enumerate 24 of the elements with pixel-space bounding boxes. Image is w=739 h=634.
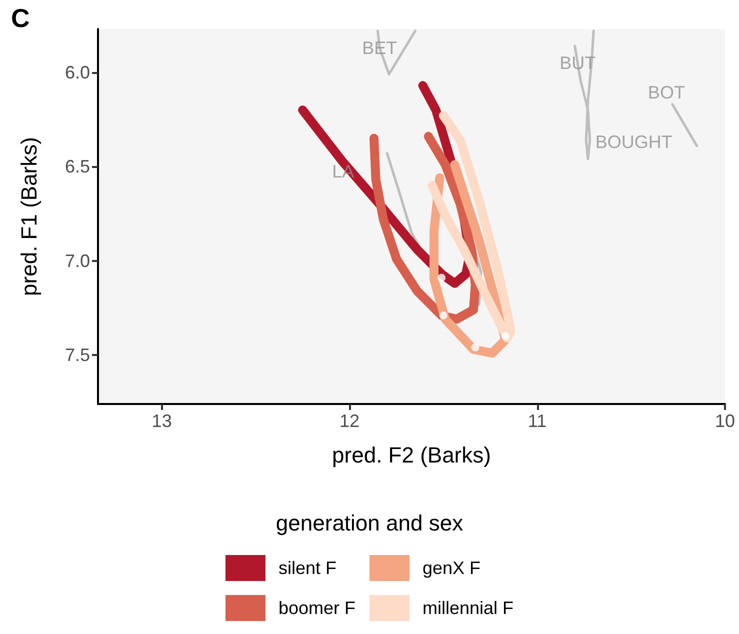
y-axis-title: pred. F1 (Barks) — [16, 137, 42, 296]
y-tick-label: 6.0 — [64, 62, 90, 82]
legend-label: genX F — [422, 558, 481, 578]
x-tick-label: 13 — [152, 411, 172, 431]
y-tick-label: 6.5 — [64, 156, 90, 177]
legend-label: boomer F — [278, 598, 356, 618]
point — [438, 274, 446, 282]
annotation: BUT — [560, 52, 596, 73]
x-tick-label: 11 — [528, 411, 547, 431]
legend-label: millennial F — [422, 598, 514, 618]
y-tick-label: 7.0 — [64, 250, 90, 271]
point — [471, 343, 480, 352]
x-tick-label: 10 — [714, 411, 736, 431]
x-axis-title: pred. F2 (Barks) — [332, 442, 491, 468]
point — [501, 332, 510, 340]
chart-title: C — [11, 3, 30, 33]
x-tick-label: 12 — [340, 411, 360, 431]
legend-label: silent F — [278, 558, 337, 578]
annotation: BOUGHT — [595, 132, 672, 152]
y-tick-label: 7.5 — [64, 345, 90, 366]
annotation: BOT — [648, 82, 685, 102]
annotation: BET — [362, 38, 398, 58]
point — [439, 311, 448, 320]
legend-title: generation and sex — [276, 510, 464, 536]
